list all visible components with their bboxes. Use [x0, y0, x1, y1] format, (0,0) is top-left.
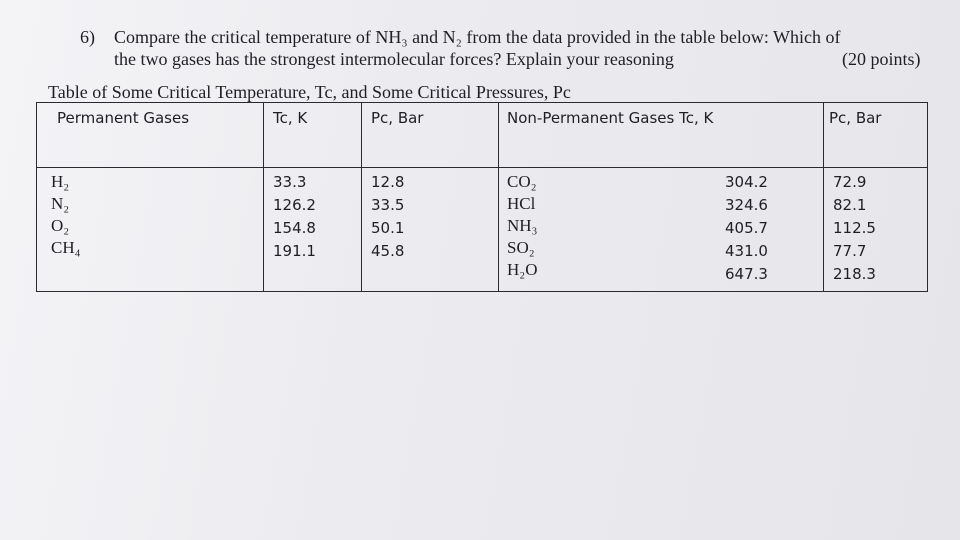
non-permanent-tc-column: 304.2 324.6 405.7 431.0 647.3 [725, 171, 768, 286]
table-cell: CO₂ [507, 172, 537, 191]
header-permanent-gases: Permanent Gases [57, 109, 190, 127]
non-permanent-pc-column: 72.9 82.1 112.5 77.7 218.3 [833, 171, 876, 286]
table-cell: 218.3 [833, 265, 876, 283]
table-cell: 50.1 [371, 219, 405, 237]
header-pc-2: Pc, Bar [829, 109, 882, 127]
header-tc: Tc, K [273, 109, 308, 127]
table-cell: H₂O [507, 260, 538, 279]
table-cell: 324.6 [725, 196, 768, 214]
question-points: (20 points) [842, 49, 921, 69]
table-cell: 12.8 [371, 173, 405, 191]
table-cell: 45.8 [371, 242, 405, 260]
table-cell: SO₂ [507, 238, 535, 257]
table-cell: NH₃ [507, 216, 538, 235]
table-cell: 405.7 [725, 219, 768, 237]
table-cell: 126.2 [273, 196, 316, 214]
header-non-permanent-gases: Non-Permanent Gases Tc, K [507, 109, 714, 127]
table-cell: 72.9 [833, 173, 867, 191]
table-cell: 33.5 [371, 196, 405, 214]
header-pc: Pc, Bar [371, 109, 424, 127]
column-divider [823, 103, 824, 291]
table-cell: H₂ [51, 172, 70, 191]
table-cell: 112.5 [833, 219, 876, 237]
non-permanent-gases-column: CO₂ HCl NH₃ SO₂ H₂O [507, 171, 537, 281]
permanent-tc-column: 33.3 126.2 154.8 191.1 [273, 171, 316, 263]
table-cell: 304.2 [725, 173, 768, 191]
question-text-line1: Compare the critical temperature of NH₃ … [114, 27, 841, 47]
critical-properties-table: Permanent Gases Tc, K Pc, Bar Non-Perman… [36, 102, 928, 292]
header-divider [37, 167, 927, 168]
column-divider [263, 103, 264, 291]
column-divider [498, 103, 499, 291]
column-divider [361, 103, 362, 291]
table-cell: N₂ [51, 194, 70, 213]
table-cell: 647.3 [725, 265, 768, 283]
table-cell: 431.0 [725, 242, 768, 260]
table-cell: 82.1 [833, 196, 867, 214]
table-caption: Table of Some Critical Temperature, Tc, … [48, 82, 571, 102]
table-cell: HCl [507, 194, 536, 213]
table-cell: 154.8 [273, 219, 316, 237]
table-cell: CH₄ [51, 238, 81, 257]
question-number: 6) [80, 27, 95, 47]
table-cell: 33.3 [273, 173, 307, 191]
table-cell: 77.7 [833, 242, 867, 260]
permanent-pc-column: 12.8 33.5 50.1 45.8 [371, 171, 404, 263]
table-cell: O₂ [51, 216, 70, 235]
permanent-gases-column: H₂ N₂ O₂ CH₄ [51, 171, 81, 259]
question-text-line2: the two gases has the strongest intermol… [114, 49, 674, 69]
table-cell: 191.1 [273, 242, 316, 260]
